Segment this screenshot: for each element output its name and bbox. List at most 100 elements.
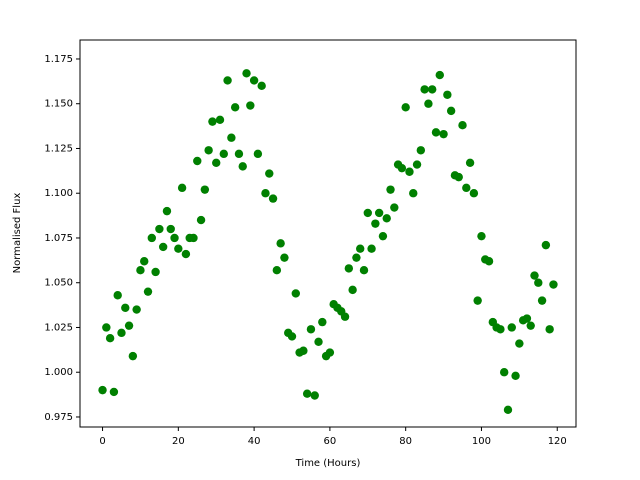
data-point	[302, 389, 312, 398]
data-point	[314, 337, 323, 346]
data-point	[356, 244, 365, 253]
x-tick-label: 20	[172, 436, 185, 447]
data-point	[537, 296, 547, 305]
data-point	[530, 271, 539, 280]
x-tick-label: 120	[548, 436, 567, 447]
data-point	[253, 149, 263, 159]
data-point	[128, 351, 138, 361]
data-point	[196, 215, 206, 225]
data-point	[431, 128, 441, 137]
data-point	[208, 117, 217, 126]
data-point	[249, 76, 259, 85]
y-tick-label: 1.125	[44, 143, 73, 154]
data-point	[496, 325, 505, 334]
y-tick-label: 1.075	[44, 233, 73, 244]
y-tick-label: 1.150	[44, 99, 73, 110]
data-point	[280, 253, 289, 262]
data-point	[227, 133, 236, 142]
data-point	[272, 265, 282, 275]
data-point	[344, 264, 354, 273]
data-point	[397, 163, 407, 173]
data-point	[238, 162, 247, 171]
data-point	[246, 101, 255, 110]
data-point	[177, 183, 187, 193]
data-point	[484, 257, 494, 266]
data-point	[469, 189, 479, 198]
data-point	[166, 224, 175, 234]
data-point	[416, 146, 426, 155]
data-point	[424, 99, 433, 108]
data-point	[105, 334, 115, 343]
data-point	[212, 158, 221, 167]
data-point	[352, 253, 361, 262]
data-point	[545, 325, 554, 334]
data-point	[276, 239, 285, 248]
data-point	[102, 323, 111, 332]
data-point	[473, 296, 482, 305]
data-point	[310, 391, 319, 400]
data-point	[458, 121, 467, 130]
data-point	[439, 129, 448, 139]
data-point	[443, 90, 452, 99]
data-point	[420, 85, 429, 94]
data-point	[507, 323, 516, 332]
data-point	[363, 208, 372, 218]
data-point	[503, 405, 513, 415]
data-point	[181, 249, 191, 259]
data-point	[405, 167, 414, 176]
data-point	[215, 115, 225, 125]
data-point	[371, 219, 380, 228]
data-point	[386, 185, 395, 194]
data-point	[454, 172, 463, 182]
data-point	[291, 289, 300, 298]
data-point	[465, 158, 475, 167]
data-point	[200, 185, 210, 194]
data-point	[143, 287, 153, 296]
data-point	[124, 321, 134, 330]
data-point	[193, 156, 202, 166]
data-point	[549, 280, 558, 289]
y-tick-label: 1.025	[44, 322, 73, 333]
data-point	[515, 339, 524, 348]
data-point	[151, 267, 160, 277]
data-point	[265, 169, 274, 178]
y-tick-label: 0.975	[44, 412, 73, 423]
data-point	[109, 387, 119, 397]
x-axis-label: Time (Hours)	[295, 458, 361, 469]
data-point	[382, 214, 391, 223]
y-tick-label: 1.000	[44, 367, 73, 378]
data-point	[340, 312, 350, 321]
data-point	[189, 233, 198, 243]
data-point	[136, 265, 145, 275]
data-point	[401, 103, 410, 112]
data-point	[287, 332, 297, 341]
data-point	[158, 242, 168, 252]
x-tick-label: 40	[248, 436, 261, 447]
data-point	[541, 240, 551, 250]
data-point	[242, 69, 251, 78]
data-point	[230, 103, 240, 112]
data-point	[477, 231, 486, 241]
data-point	[534, 278, 543, 287]
x-tick-label: 60	[324, 436, 337, 447]
data-point	[170, 233, 179, 243]
data-point	[462, 183, 471, 193]
data-point	[147, 233, 157, 243]
plot-frame	[79, 39, 577, 428]
data-point	[511, 371, 520, 381]
data-point	[374, 208, 384, 218]
data-point	[219, 149, 228, 159]
data-point	[132, 305, 141, 314]
data-point	[299, 346, 308, 355]
data-point	[499, 368, 509, 377]
data-point	[204, 146, 213, 155]
data-point	[223, 76, 232, 85]
data-point	[412, 160, 422, 169]
data-point	[428, 85, 437, 94]
data-point	[526, 321, 535, 330]
y-tick-label: 1.050	[44, 278, 73, 289]
data-point	[409, 189, 418, 198]
x-tick-label: 0	[99, 436, 105, 447]
